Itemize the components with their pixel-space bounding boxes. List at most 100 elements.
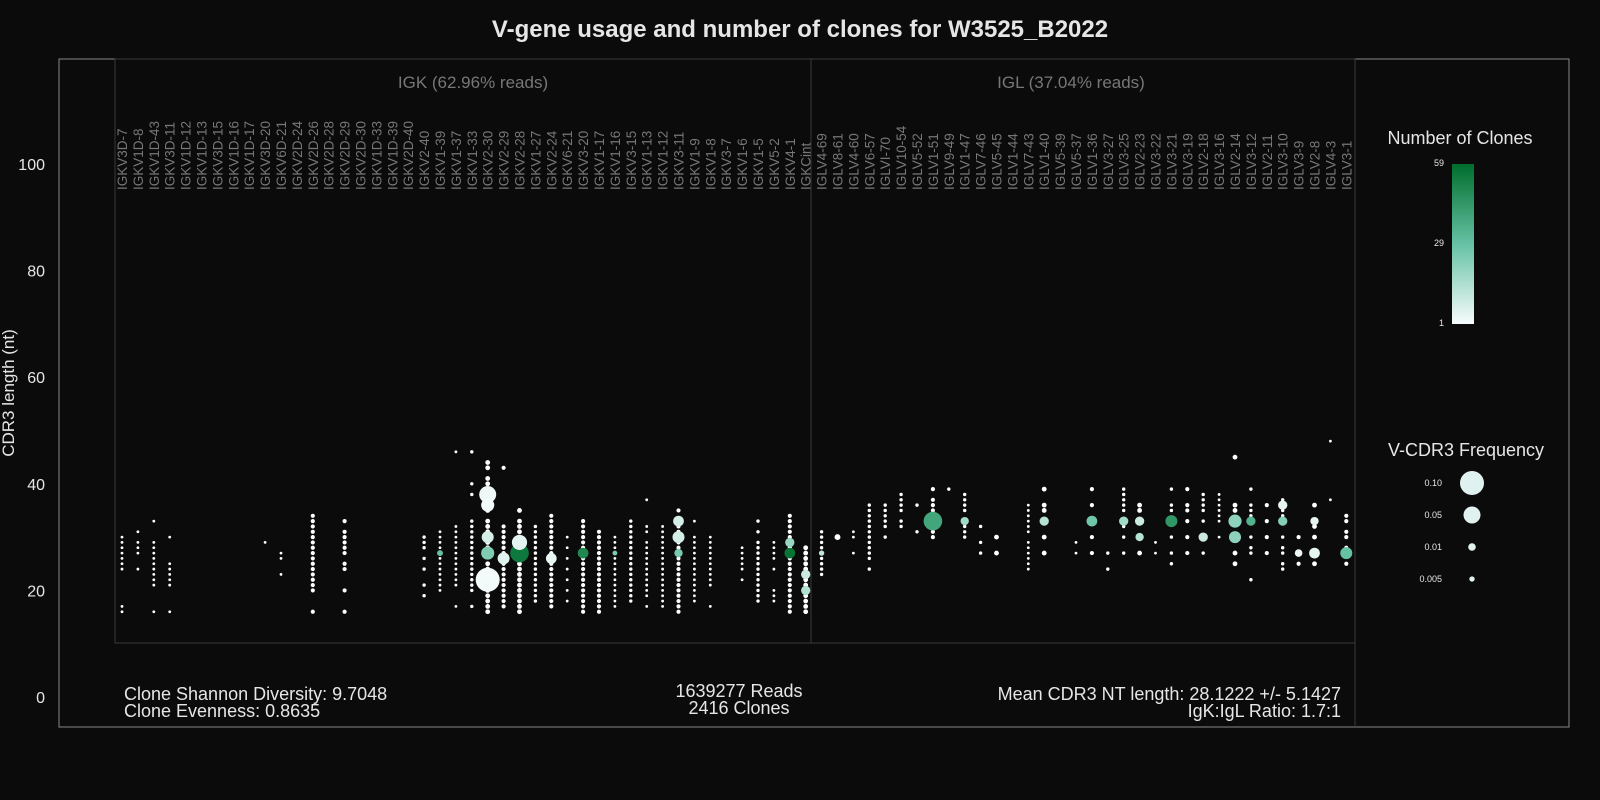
data-point: [645, 557, 649, 560]
data-point: [485, 598, 491, 604]
data-point: [454, 557, 458, 560]
data-point: [581, 572, 586, 577]
data-point: [772, 541, 776, 544]
data-point: [693, 541, 696, 544]
data-point: [613, 573, 617, 576]
data-point: [867, 514, 871, 518]
data-point: [1249, 535, 1253, 539]
data-point: [756, 567, 760, 571]
data-point: [438, 567, 442, 571]
data-point: [533, 599, 538, 603]
data-point: [1344, 529, 1349, 534]
data-point: [470, 482, 474, 486]
data-point: [740, 567, 744, 571]
data-point: [1026, 509, 1030, 512]
data-point: [963, 498, 967, 502]
data-point: [168, 567, 172, 571]
data-point: [501, 540, 506, 545]
data-point: [438, 562, 442, 566]
data-point: [1185, 551, 1190, 556]
data-point: [454, 578, 458, 582]
data-point: [342, 535, 347, 540]
gene-label: IGKV1-12: [656, 131, 671, 190]
gene-label: IGKV1-8: [703, 138, 718, 190]
data-point: [454, 535, 458, 539]
gene-label: IGKV3-15: [624, 131, 639, 190]
data-point: [756, 556, 760, 561]
data-point: [120, 610, 124, 614]
data-point: [661, 604, 664, 608]
data-point: [1249, 508, 1253, 513]
data-point-highlight: [1309, 547, 1320, 559]
data-point: [978, 540, 983, 545]
data-point: [803, 603, 809, 609]
data-point: [661, 530, 664, 534]
data-point: [915, 503, 919, 507]
data-point: [772, 551, 776, 555]
data-point: [549, 566, 554, 572]
gene-label: IGKV3-7: [719, 138, 734, 190]
data-point: [454, 567, 458, 571]
data-point-highlight: [479, 485, 497, 503]
data-point: [263, 541, 267, 544]
gene-label: IGKV1D-33: [369, 121, 384, 190]
data-point: [693, 599, 696, 603]
data-point-highlight: [1310, 516, 1319, 526]
data-point: [342, 529, 347, 534]
data-point: [470, 583, 474, 587]
data-point: [819, 572, 824, 577]
data-point: [517, 593, 522, 599]
data-point: [1185, 535, 1190, 540]
data-point: [867, 546, 871, 550]
data-point: [310, 535, 315, 540]
data-point-highlight: [785, 537, 795, 548]
data-point: [787, 524, 792, 529]
data-point-highlight: [673, 515, 684, 527]
data-point: [1154, 541, 1157, 544]
data-point: [930, 487, 935, 492]
data-point-highlight: [545, 553, 557, 564]
data-point: [596, 551, 602, 556]
data-point: [787, 588, 792, 593]
data-point: [899, 503, 903, 507]
data-point: [1281, 535, 1285, 539]
data-point: [740, 557, 744, 560]
data-point: [1249, 503, 1253, 507]
data-point: [485, 609, 491, 615]
gene-label: IGKV2-30: [481, 131, 496, 190]
data-point: [470, 562, 474, 566]
data-point: [565, 589, 569, 592]
data-point: [581, 609, 586, 614]
gene-label: IGLV1-44: [1005, 133, 1020, 190]
data-point: [470, 524, 474, 529]
data-point: [629, 540, 633, 545]
data-point: [533, 546, 538, 550]
gene-label: IGKV1-16: [608, 131, 623, 190]
data-point: [1217, 509, 1221, 512]
data-point: [120, 546, 124, 550]
data-point: [1249, 546, 1253, 550]
data-point: [310, 582, 315, 588]
data-point: [819, 540, 824, 545]
data-point: [629, 530, 633, 534]
data-point: [470, 450, 474, 454]
data-point: [422, 583, 426, 587]
data-point-highlight: [497, 552, 510, 565]
data-point: [772, 599, 776, 603]
data-point: [1122, 535, 1126, 539]
data-point: [676, 588, 681, 593]
gene-label: IGKV2D-30: [354, 121, 369, 190]
data-point: [1201, 508, 1205, 513]
data-point: [152, 557, 156, 560]
data-point: [1217, 498, 1221, 502]
data-point-highlight: [1246, 516, 1256, 526]
data-point: [963, 530, 967, 534]
data-points: [120, 439, 1353, 615]
data-point: [834, 534, 841, 541]
gene-label: IGLV3-27: [1101, 133, 1116, 190]
data-point: [501, 598, 506, 604]
data-point: [596, 577, 602, 582]
data-point: [803, 609, 809, 615]
data-point: [693, 551, 696, 555]
data-point: [565, 557, 569, 560]
